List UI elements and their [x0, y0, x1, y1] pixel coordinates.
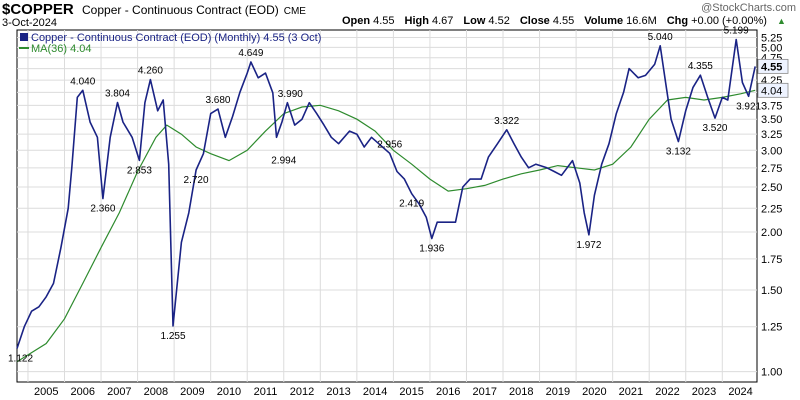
- last-price-label-box: [757, 58, 789, 74]
- price-annotation: 4.355: [688, 61, 713, 72]
- x-tick-label: 2022: [655, 386, 679, 398]
- price-annotation: 1.122: [8, 353, 33, 364]
- price-annotation: 1.936: [419, 244, 444, 255]
- ohlc-value-open: 4.55: [373, 15, 395, 27]
- description-text: Copper - Continuous Contract (EOD): [82, 3, 279, 17]
- x-tick-label: 2020: [582, 386, 606, 398]
- x-tick-label: 2021: [619, 386, 643, 398]
- chart-header: $COPPER Copper - Continuous Contract (EO…: [0, 0, 800, 30]
- exchange-label: CME: [283, 6, 306, 17]
- x-tick-label: 2017: [473, 386, 497, 398]
- ma-value-label-box: [757, 82, 789, 98]
- price-annotation: 1.255: [161, 331, 186, 342]
- x-tick-label: 2013: [326, 386, 350, 398]
- price-line: [16, 38, 756, 349]
- ohlc-value-low: 4.52: [488, 15, 510, 27]
- y-tick-label: 3.25: [761, 129, 782, 141]
- y-tick-label: 3.00: [761, 145, 782, 157]
- ohlc-value-high: 4.67: [432, 15, 454, 27]
- x-tick-label: 2014: [363, 386, 387, 398]
- y-tick-label: 5.00: [761, 42, 782, 54]
- ma-value-label: 4.04: [761, 85, 782, 97]
- y-tick-label: 2.50: [761, 182, 782, 194]
- ohlc-value-close: 4.55: [552, 15, 575, 27]
- price-annotation: 2.994: [271, 156, 296, 167]
- x-tick-label: 2024: [728, 386, 752, 398]
- x-tick-label: 2010: [217, 386, 241, 398]
- x-tick-label: 2023: [692, 386, 716, 398]
- x-tick-label: 2012: [290, 386, 314, 398]
- last-price-label: 4.55: [761, 61, 782, 73]
- ohlc-label-low: Low: [463, 15, 486, 27]
- price-annotation: 3.322: [494, 116, 519, 127]
- price-annotation: 3.921: [736, 101, 761, 112]
- x-tick-label: 2019: [546, 386, 570, 398]
- y-tick-label: 5.25: [761, 33, 782, 45]
- price-annotation: 2.853: [127, 165, 152, 176]
- symbol-title: $COPPER: [2, 1, 74, 18]
- ohlc-value-volume: 16.6M: [626, 15, 657, 27]
- y-tick-label: 3.50: [761, 114, 782, 126]
- symbol-description: Copper - Continuous Contract (EOD) CME: [82, 3, 306, 17]
- quote-date: 3-Oct-2024: [2, 17, 58, 29]
- y-tick-label: 2.00: [761, 227, 782, 239]
- price-annotation: 2.720: [184, 175, 209, 186]
- y-tick-label: 3.75: [761, 100, 782, 112]
- x-tick-label: 2008: [144, 386, 168, 398]
- y-tick-label: 1.25: [761, 322, 782, 334]
- price-annotation: 5.040: [648, 32, 673, 43]
- price-annotation: 2.956: [377, 139, 402, 150]
- y-tick-label: 2.25: [761, 203, 782, 215]
- legend-ma-text: MA(36) 4.04: [31, 43, 92, 55]
- price-annotation: 5.199: [724, 26, 749, 37]
- price-annotation: 1.972: [576, 240, 601, 251]
- price-annotation: 3.680: [205, 95, 230, 106]
- price-annotation: 4.040: [70, 76, 95, 87]
- y-tick-label: 1.50: [761, 285, 782, 297]
- price-annotation: 3.990: [278, 89, 303, 100]
- ohlc-label-open: Open: [342, 15, 371, 27]
- x-tick-label: 2009: [180, 386, 204, 398]
- plot-frame: [16, 29, 758, 383]
- y-tick-label: 1.00: [761, 367, 782, 379]
- watermark: @StockCharts.com: [701, 2, 796, 14]
- y-tick-label: 1.75: [761, 254, 782, 266]
- price-annotation: 4.260: [138, 66, 163, 77]
- x-tick-label: 2007: [107, 386, 131, 398]
- x-tick-label: 2011: [254, 386, 278, 398]
- price-annotation: 4.649: [238, 48, 263, 59]
- ohlc-value-chg: +0.00 (+0.00%): [691, 15, 767, 27]
- ohlc-label-chg: Chg: [666, 15, 689, 27]
- price-annotation: 3.520: [702, 123, 727, 134]
- ohlc-readout: Open 4.55 High 4.67 Low 4.52 Close 4.55 Volume 16…: [342, 15, 786, 27]
- price-annotation: 2.419: [399, 199, 424, 210]
- x-tick-label: 2016: [436, 386, 460, 398]
- up-arrow-icon: ▲: [776, 16, 786, 26]
- price-annotation: 3.804: [105, 88, 130, 99]
- x-tick-label: 2015: [399, 386, 423, 398]
- x-tick-label: 2006: [71, 386, 95, 398]
- ma-36-line: [16, 89, 756, 363]
- y-tick-label: 2.75: [761, 163, 782, 175]
- ohlc-label-close: Close: [519, 15, 550, 27]
- chart-legend: Copper - Continuous Contract (EOD) (Mont…: [19, 32, 321, 55]
- ohlc-label-volume: Volume: [584, 15, 624, 27]
- legend-price-text: Copper - Continuous Contract (EOD) (Mont…: [31, 32, 321, 44]
- ohlc-label-high: High: [404, 15, 429, 27]
- x-tick-label: 2005: [34, 386, 58, 398]
- price-annotation: 3.132: [666, 147, 691, 158]
- price-annotation: 2.360: [90, 204, 115, 215]
- x-tick-label: 2018: [509, 386, 533, 398]
- legend-price-swatch: [20, 33, 28, 41]
